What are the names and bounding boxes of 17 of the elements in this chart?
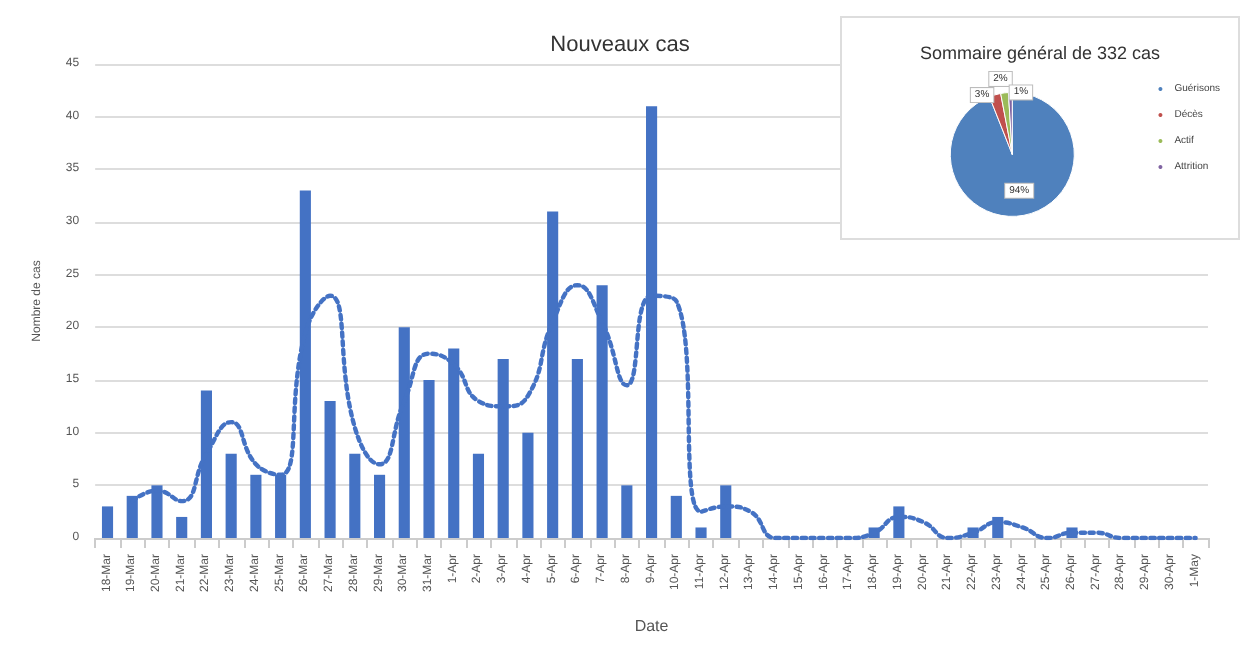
bar: [324, 401, 336, 538]
chart-title: Nouveaux cas: [550, 33, 691, 57]
bar: [621, 485, 633, 538]
bar: [349, 453, 361, 538]
bar: [695, 527, 707, 538]
bar: [571, 358, 583, 538]
bar: [176, 516, 188, 538]
bar: [472, 453, 485, 538]
bar: [423, 380, 435, 538]
bar: [101, 506, 114, 538]
x-axis-title: Date: [634, 617, 670, 635]
chart-title: Sommaire général de 332 cas: [919, 43, 1162, 63]
bar: [670, 495, 682, 538]
bar: [250, 474, 262, 538]
bar: [225, 453, 237, 538]
bar: [373, 474, 386, 538]
bar: [522, 432, 534, 538]
